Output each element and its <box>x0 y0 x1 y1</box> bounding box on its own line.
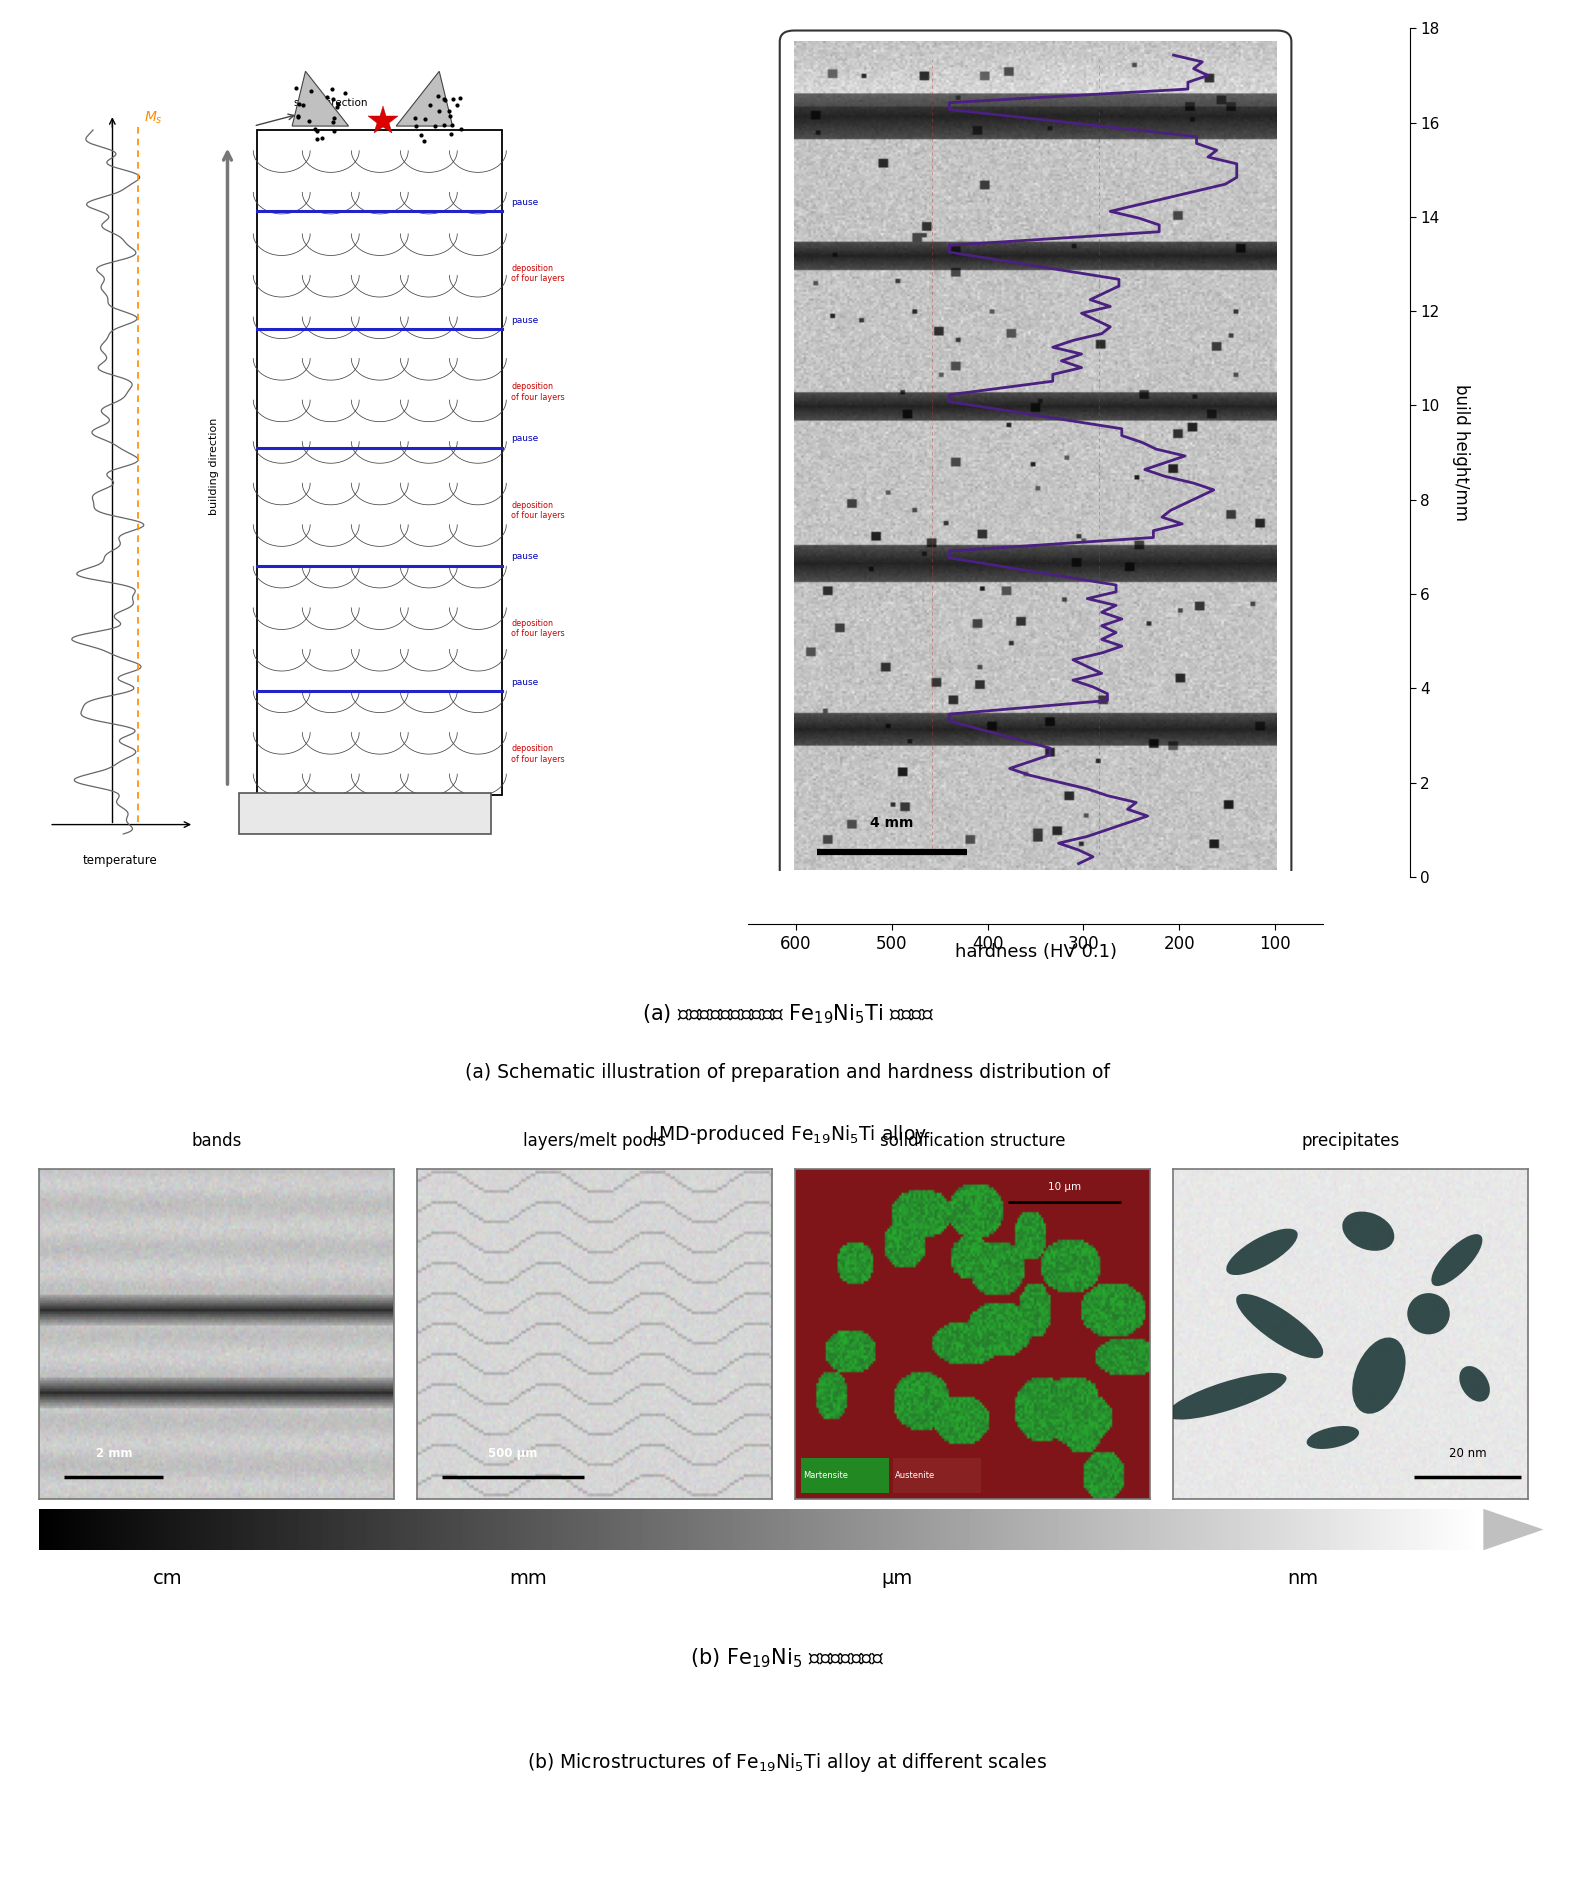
Text: cm: cm <box>153 1569 183 1588</box>
Text: precipitates: precipitates <box>1301 1132 1400 1150</box>
Polygon shape <box>1484 1509 1544 1550</box>
Ellipse shape <box>1432 1233 1482 1286</box>
Text: hardness (HV 0.1): hardness (HV 0.1) <box>954 943 1117 962</box>
Bar <box>893 1458 981 1494</box>
Text: bands: bands <box>192 1132 241 1150</box>
Polygon shape <box>397 72 452 126</box>
Ellipse shape <box>1460 1365 1490 1401</box>
Text: solidification structure: solidification structure <box>880 1132 1065 1150</box>
Text: 2 mm: 2 mm <box>96 1447 132 1460</box>
Text: deposition
of four layers: deposition of four layers <box>512 619 565 637</box>
Text: (b) Fe$_{19}$Ni$_5$ 合金微结构表征: (b) Fe$_{19}$Ni$_5$ 合金微结构表征 <box>690 1646 885 1671</box>
Bar <box>257 130 502 794</box>
Text: scan direction: scan direction <box>295 98 369 108</box>
Text: building direction: building direction <box>209 417 219 515</box>
Ellipse shape <box>1227 1228 1298 1275</box>
Text: Martensite: Martensite <box>803 1471 849 1481</box>
Text: mm: mm <box>509 1569 547 1588</box>
Text: pause: pause <box>512 198 539 207</box>
Ellipse shape <box>1307 1426 1359 1448</box>
Text: $M_s$: $M_s$ <box>145 109 164 126</box>
Text: deposition
of four layers: deposition of four layers <box>512 745 565 764</box>
Polygon shape <box>291 72 348 126</box>
Bar <box>239 794 491 834</box>
Text: Austenite: Austenite <box>895 1471 936 1481</box>
Ellipse shape <box>1408 1294 1451 1333</box>
Text: (a) Schematic illustration of preparation and hardness distribution of: (a) Schematic illustration of preparatio… <box>465 1062 1110 1081</box>
Text: (b) Microstructures of Fe$_{19}$Ni$_5$Ti alloy at different scales: (b) Microstructures of Fe$_{19}$Ni$_5$Ti… <box>528 1750 1047 1773</box>
Text: 20 nm: 20 nm <box>1449 1447 1487 1460</box>
Text: substrate plate: substrate plate <box>307 807 422 820</box>
Text: pause: pause <box>512 315 539 324</box>
Text: deposition
of four layers: deposition of four layers <box>512 500 565 521</box>
Text: (a) 激光金属沉积技术制备 Fe$_{19}$Ni$_5$Ti 合金样品: (a) 激光金属沉积技术制备 Fe$_{19}$Ni$_5$Ti 合金样品 <box>641 1001 934 1026</box>
Text: layers/melt pools: layers/melt pools <box>523 1132 666 1150</box>
Text: LMD-produced Fe$_{19}$Ni$_5$Ti alloy: LMD-produced Fe$_{19}$Ni$_5$Ti alloy <box>647 1122 928 1147</box>
Text: pause: pause <box>512 434 539 443</box>
Ellipse shape <box>1353 1337 1405 1414</box>
Ellipse shape <box>1167 1373 1287 1420</box>
Bar <box>800 1458 890 1494</box>
Text: 4 mm: 4 mm <box>869 817 914 830</box>
Text: 10 μm: 10 μm <box>1047 1183 1082 1192</box>
Y-axis label: build height/mm: build height/mm <box>1452 385 1469 521</box>
Text: μm: μm <box>880 1569 912 1588</box>
Text: pause: pause <box>512 553 539 562</box>
Text: temperature: temperature <box>82 854 158 866</box>
Ellipse shape <box>1236 1294 1323 1358</box>
Text: deposition
of four layers: deposition of four layers <box>512 264 565 283</box>
Ellipse shape <box>1342 1211 1394 1250</box>
Text: pause: pause <box>512 677 539 687</box>
Text: nm: nm <box>1287 1569 1318 1588</box>
Text: deposition
of four layers: deposition of four layers <box>512 383 565 402</box>
Text: 500 μm: 500 μm <box>488 1447 537 1460</box>
